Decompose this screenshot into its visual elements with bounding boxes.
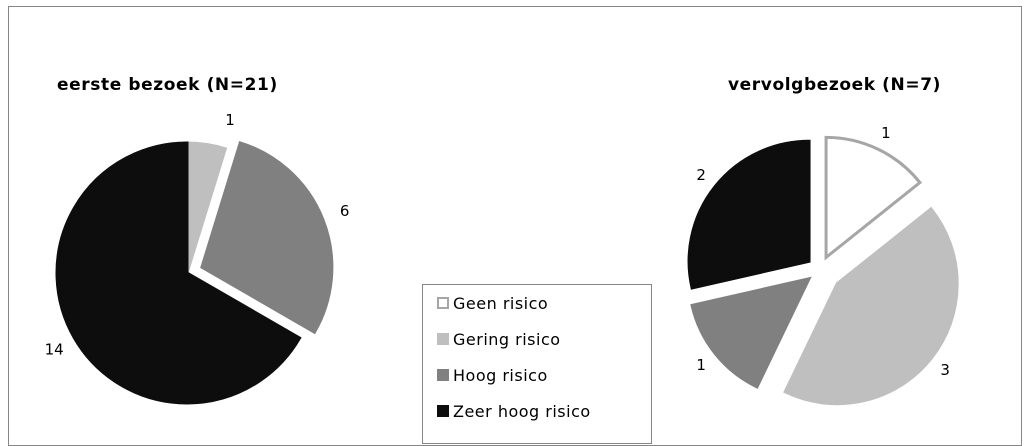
- legend-item-gering-risico: Gering risico: [437, 327, 561, 351]
- legend-label-gering-risico: Gering risico: [453, 329, 561, 349]
- pie-slice-hoog-risico: [200, 141, 334, 335]
- data-label-zeer-hoog-risico: 14: [45, 341, 64, 359]
- legend-swatch-zeer-hoog-risico: [437, 405, 449, 417]
- legend-item-geen-risico: Geen risico: [437, 291, 548, 315]
- pie-slice-zeer-hoog-risico: [55, 141, 302, 405]
- legend-label-hoog-risico: Hoog risico: [453, 365, 548, 385]
- pie-slice-zeer-hoog-risico: [687, 139, 811, 290]
- chart-title-eerste-bezoek: eerste bezoek (N=21): [57, 75, 278, 95]
- chart-title-vervolgbezoek: vervolgbezoek (N=7): [728, 75, 941, 95]
- data-label-zeer-hoog-risico: 2: [696, 166, 706, 184]
- legend-swatch-hoog-risico: [437, 369, 449, 381]
- legend-swatch-gering-risico: [437, 333, 449, 345]
- legend-item-zeer-hoog-risico: Zeer hoog risico: [437, 399, 591, 423]
- data-label-gering-risico: 1: [225, 111, 235, 129]
- pie-slice-hoog-risico: [690, 276, 812, 389]
- pie-chart-vervolgbezoek: vervolgbezoek (N=7) 1 3 1 2: [687, 75, 959, 406]
- pie-slice-geen-risico: [824, 135, 923, 261]
- legend-item-hoog-risico: Hoog risico: [437, 363, 548, 387]
- legend-swatch-geen-risico: [437, 297, 449, 309]
- data-label-hoog-risico: 1: [696, 356, 706, 374]
- pie-slice-gering-risico: [783, 206, 959, 406]
- pie-vervolgbezoek-slices: 1 3 1 2: [687, 124, 959, 406]
- chart-legend: Geen risico Gering risico Hoog risico Ze…: [422, 284, 652, 444]
- legend-label-zeer-hoog-risico: Zeer hoog risico: [453, 401, 591, 421]
- data-label-gering-risico: 3: [940, 361, 950, 379]
- data-label-hoog-risico: 6: [340, 202, 350, 220]
- legend-label-geen-risico: Geen risico: [453, 293, 549, 313]
- data-label-geen-risico: 1: [881, 124, 891, 142]
